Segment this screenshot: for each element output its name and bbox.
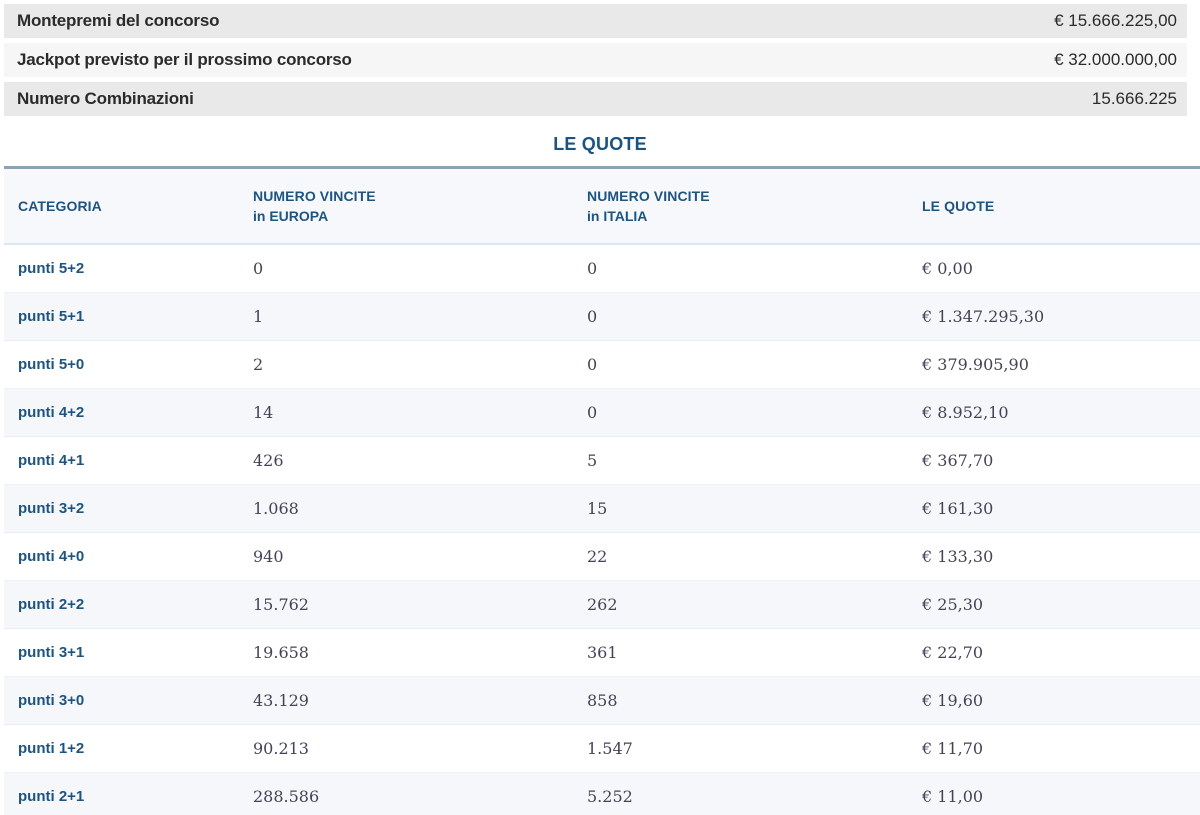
quota-cell: € 11,70	[922, 739, 984, 758]
category-cell: punti 2+2	[18, 596, 85, 613]
summary-label: Numero Combinazioni	[17, 89, 194, 108]
quota-cell: € 22,70	[922, 643, 984, 662]
table-row: punti 3+0 43.129 858 € 19,60	[4, 677, 1200, 725]
vincite-europa-cell: 1.068	[253, 499, 299, 518]
vincite-europa-cell: 2	[253, 355, 264, 374]
summary-value: € 15.666.225,00	[1054, 11, 1177, 30]
category-cell: punti 3+2	[18, 500, 85, 517]
category-cell: punti 5+0	[18, 356, 85, 373]
quota-cell: € 133,30	[922, 547, 994, 566]
vincite-italia-cell: 5.252	[587, 787, 633, 806]
vincite-europa-cell: 288.586	[253, 787, 320, 806]
quota-cell: € 19,60	[922, 691, 984, 710]
vincite-europa-cell: 14	[253, 403, 274, 422]
summary-row-combinazioni: Numero Combinazioni 15.666.225	[4, 82, 1187, 116]
vincite-italia-cell: 262	[587, 595, 618, 614]
vincite-europa-cell: 940	[253, 547, 284, 566]
summary-value: € 32.000.000,00	[1054, 50, 1177, 69]
quotes-table-body: punti 5+2 0 0 € 0,00 punti 5+1 1 0 € 1.347.295,…	[4, 245, 1200, 815]
summary-label: Jackpot previsto per il prossimo concors…	[17, 50, 352, 69]
vincite-italia-cell: 0	[587, 403, 598, 422]
category-cell: punti 3+0	[18, 692, 85, 709]
vincite-europa-cell: 1	[253, 307, 264, 326]
table-row: punti 3+2 1.068 15 € 161,30	[4, 485, 1200, 533]
quota-cell: € 0,00	[922, 259, 973, 278]
vincite-italia-cell: 15	[587, 499, 608, 518]
vincite-europa-cell: 0	[253, 259, 264, 278]
quota-cell: € 11,00	[922, 787, 984, 806]
vincite-italia-cell: 858	[587, 691, 618, 710]
vincite-europa-cell: 19.658	[253, 643, 309, 662]
category-cell: punti 5+2	[18, 260, 85, 277]
vincite-italia-cell: 361	[587, 643, 618, 662]
vincite-europa-cell: 426	[253, 451, 284, 470]
column-header-vincite-europa: NUMERO VINCITE in EUROPA	[253, 188, 376, 224]
column-header-le-quote: LE QUOTE	[922, 198, 995, 214]
quotes-table: CATEGORIA NUMERO VINCITE in EUROPA NUMER…	[4, 166, 1200, 815]
summary-row-montepremi: Montepremi del concorso € 15.666.225,00	[4, 4, 1187, 38]
column-header-categoria: CATEGORIA	[18, 198, 102, 214]
table-row: punti 2+1 288.586 5.252 € 11,00	[4, 773, 1200, 815]
category-cell: punti 2+1	[18, 788, 85, 805]
category-cell: punti 4+0	[18, 548, 85, 565]
quota-cell: € 8.952,10	[922, 403, 1009, 422]
vincite-italia-cell: 0	[587, 307, 598, 326]
category-cell: punti 1+2	[18, 740, 85, 757]
table-row: punti 4+0 940 22 € 133,30	[4, 533, 1200, 581]
quota-cell: € 1.347.295,30	[922, 307, 1045, 326]
table-row: punti 3+1 19.658 361 € 22,70	[4, 629, 1200, 677]
table-row: punti 5+0 2 0 € 379.905,90	[4, 341, 1200, 389]
table-row: punti 5+1 1 0 € 1.347.295,30	[4, 293, 1200, 341]
quota-cell: € 379.905,90	[922, 355, 1029, 374]
quota-cell: € 25,30	[922, 595, 984, 614]
table-row: punti 5+2 0 0 € 0,00	[4, 245, 1200, 293]
vincite-europa-cell: 43.129	[253, 691, 309, 710]
table-row: punti 2+2 15.762 262 € 25,30	[4, 581, 1200, 629]
table-row: punti 4+2 14 0 € 8.952,10	[4, 389, 1200, 437]
vincite-italia-cell: 0	[587, 259, 598, 278]
column-header-vincite-italia: NUMERO VINCITE in ITALIA	[587, 188, 710, 224]
summary-row-jackpot: Jackpot previsto per il prossimo concors…	[4, 43, 1187, 77]
vincite-italia-cell: 5	[587, 451, 598, 470]
quota-cell: € 161,30	[922, 499, 994, 518]
summary-value: 15.666.225	[1091, 89, 1177, 108]
quota-cell: € 367,70	[922, 451, 994, 470]
table-row: punti 4+1 426 5 € 367,70	[4, 437, 1200, 485]
prize-summary: Montepremi del concorso € 15.666.225,00 …	[0, 0, 1200, 116]
category-cell: punti 3+1	[18, 644, 85, 661]
section-title: LE QUOTE	[553, 134, 647, 154]
category-cell: punti 5+1	[18, 308, 85, 325]
category-cell: punti 4+1	[18, 452, 85, 469]
table-row: punti 1+2 90.213 1.547 € 11,70	[4, 725, 1200, 773]
summary-label: Montepremi del concorso	[17, 11, 220, 30]
vincite-europa-cell: 15.762	[253, 595, 309, 614]
vincite-italia-cell: 22	[587, 547, 608, 566]
vincite-italia-cell: 1.547	[587, 739, 633, 758]
vincite-italia-cell: 0	[587, 355, 598, 374]
quotes-table-header: CATEGORIA NUMERO VINCITE in EUROPA NUMER…	[4, 169, 1200, 245]
category-cell: punti 4+2	[18, 404, 85, 421]
vincite-europa-cell: 90.213	[253, 739, 309, 758]
